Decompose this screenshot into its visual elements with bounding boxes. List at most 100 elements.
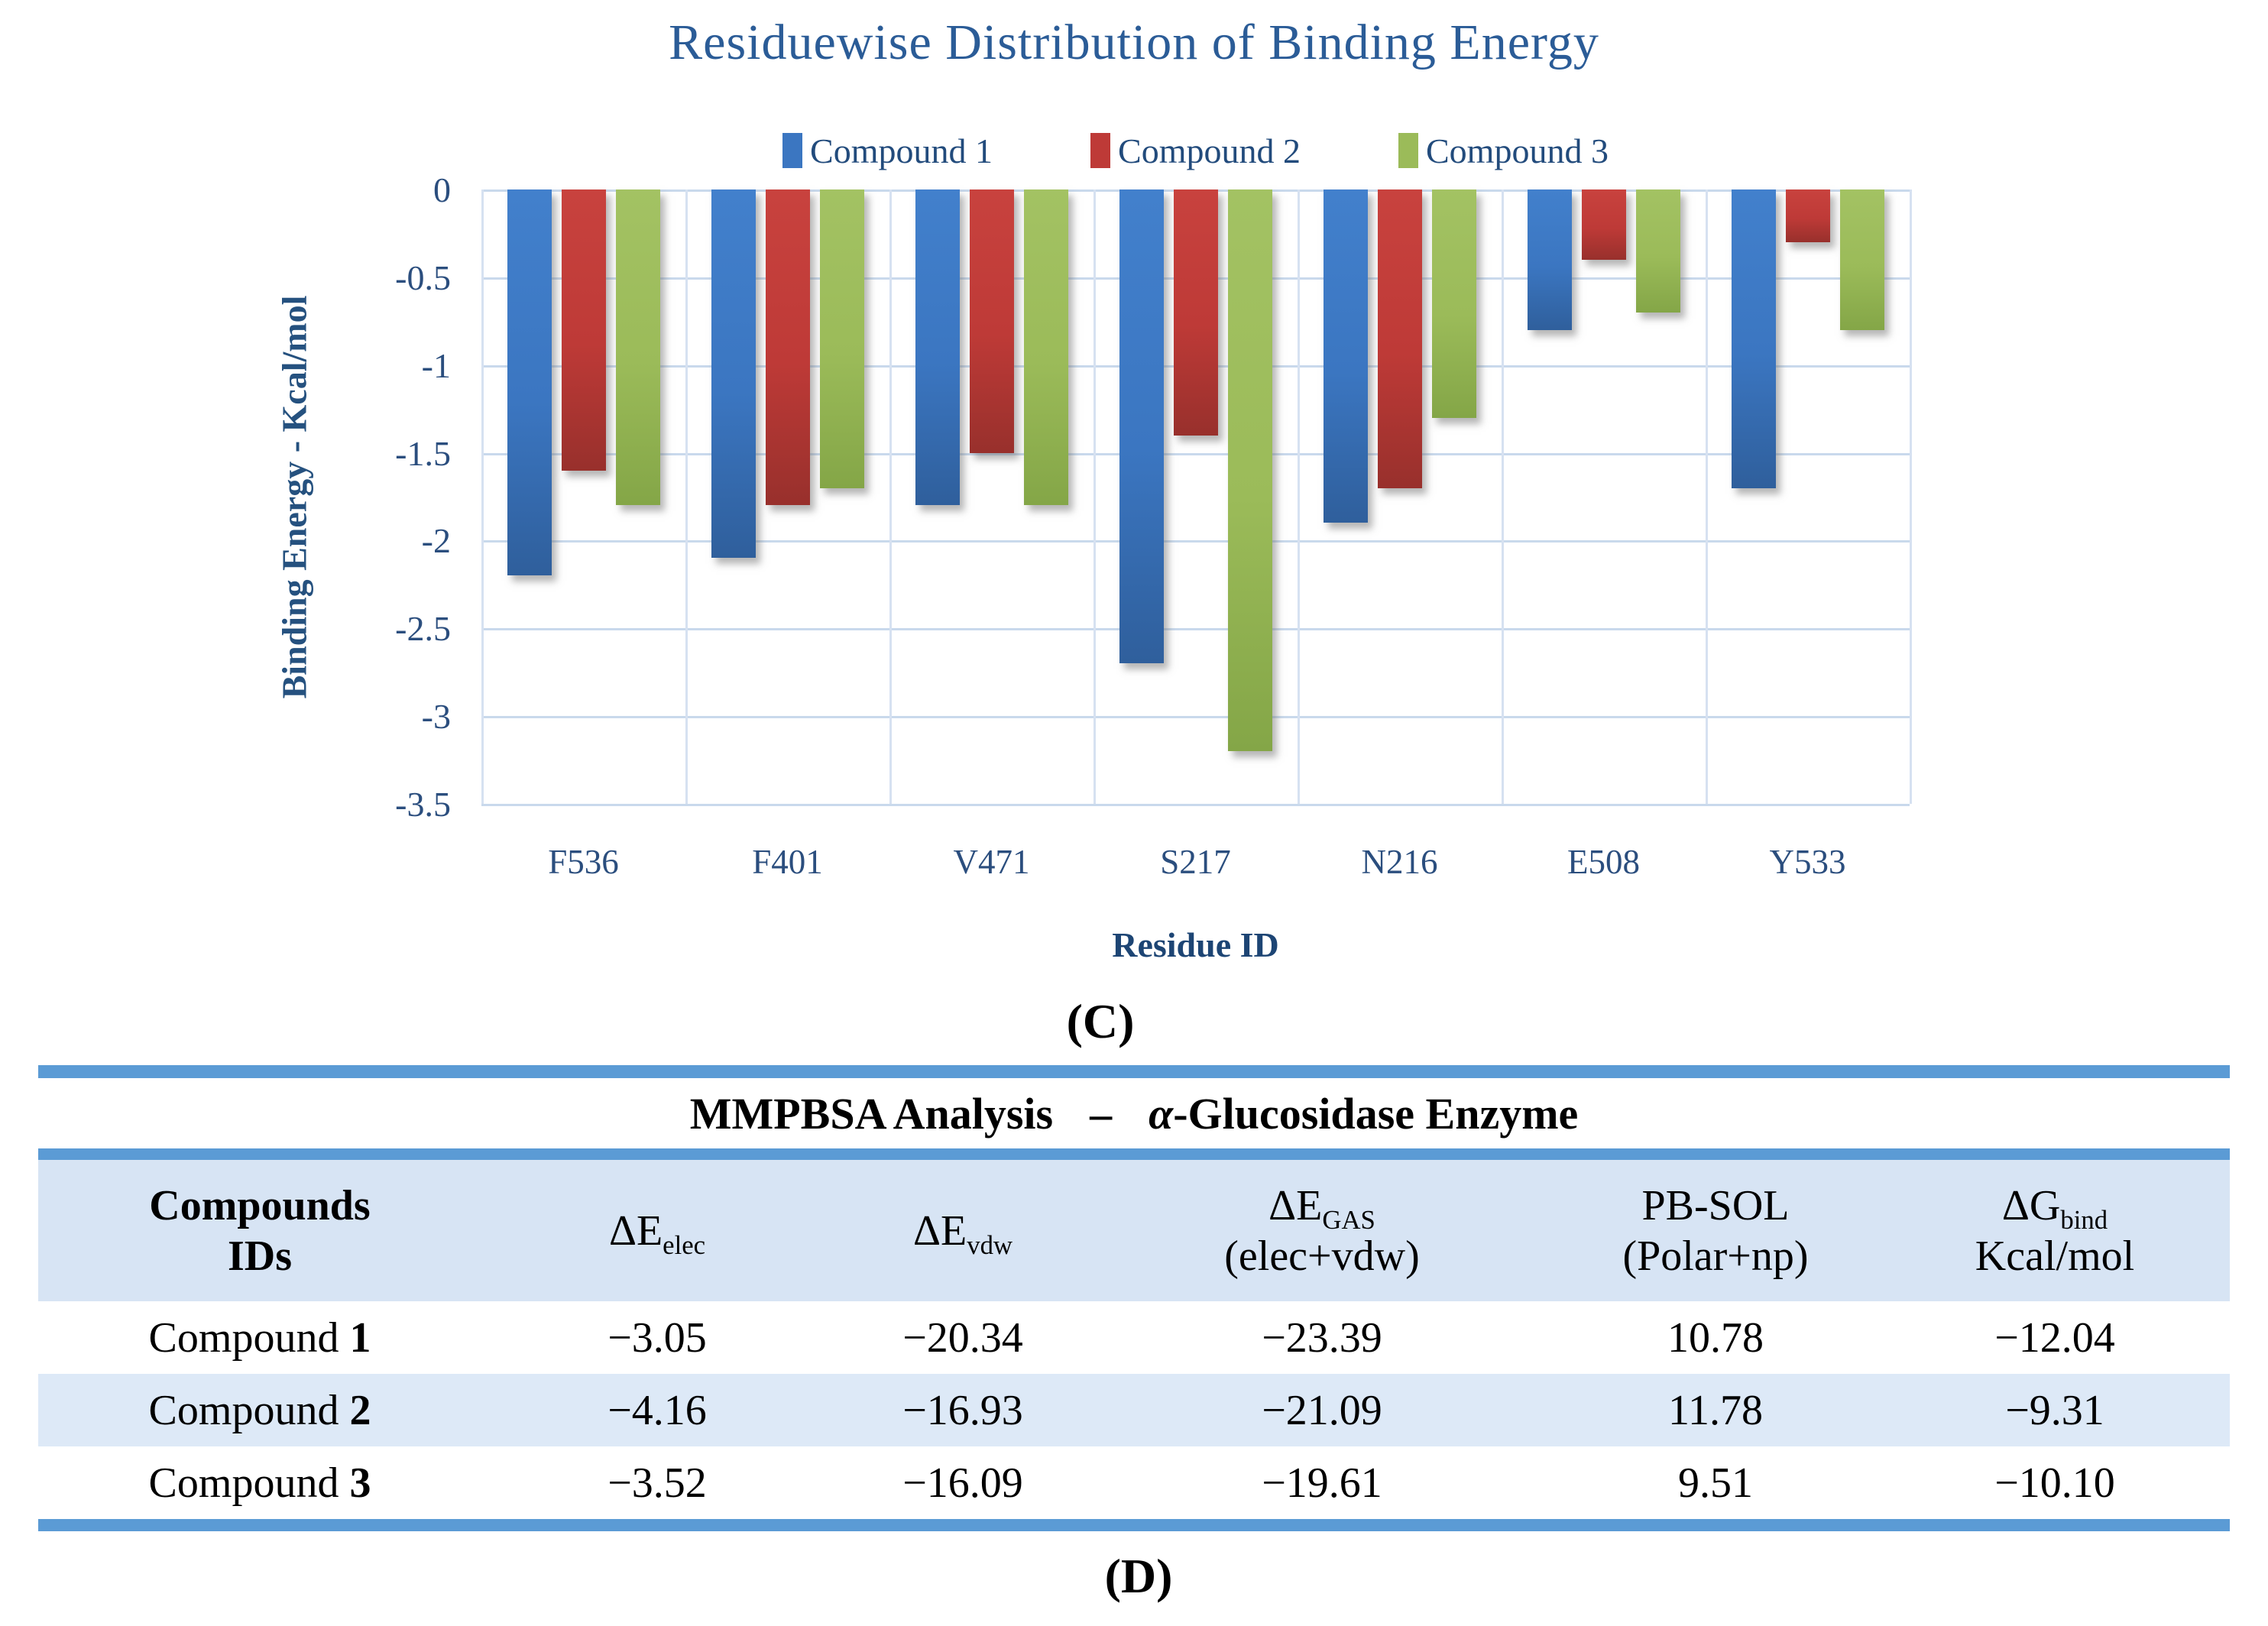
table-row-compound-1: Compound 1 −3.05 −20.34 −23.39 10.78 −12.04 — [38, 1301, 2230, 1374]
table-cell: −16.09 — [902, 1459, 1023, 1507]
v-gridline — [1910, 189, 1912, 804]
y-axis-title: Binding Energy - Kcal/mol — [274, 295, 314, 698]
bar-compound-3-f536 — [615, 189, 660, 505]
bar-group-f401 — [685, 189, 889, 804]
bar-compound-2-s217 — [1173, 189, 1218, 436]
y-tick-label: -1.5 — [395, 434, 451, 473]
x-tick-label-s217: S217 — [1160, 843, 1231, 881]
bar-compound-1-n216 — [1323, 189, 1368, 523]
bar-group-s217 — [1094, 189, 1298, 804]
legend-item-compound-2: Compound 2 — [1090, 131, 1301, 171]
y-tick-label: -2 — [421, 521, 451, 560]
table-row-compound-2: Compound 2 −4.16 −16.93 −21.09 11.78 −9.31 — [38, 1374, 2230, 1446]
table-row-compound-3: Compound 3 −3.52 −16.09 −19.61 9.51 −10.10 — [38, 1446, 2230, 1519]
bar-group-y533 — [1706, 189, 1910, 804]
v-gridline — [1706, 189, 1708, 804]
row-label: Compound 1 — [148, 1313, 371, 1362]
x-tick-label-f536: F536 — [548, 843, 619, 881]
table-cell: 10.78 — [1667, 1313, 1764, 1362]
legend-swatch-icon — [782, 133, 803, 168]
table-cell: −19.61 — [1262, 1459, 1382, 1507]
table-title: MMPBSA Analysis – α-Glucosidase Enzyme — [38, 1077, 2230, 1149]
v-gridline — [889, 189, 892, 804]
table-cell: −9.31 — [2005, 1386, 2104, 1434]
header-cell-pb-sol: PB-SOL (Polar+np) — [1622, 1181, 1809, 1280]
table-cell: 11.78 — [1668, 1386, 1763, 1434]
chart-legend: Compound 1 Compound 2 Compound 3 — [481, 127, 1910, 174]
bar-compound-2-e508 — [1581, 189, 1626, 260]
v-gridline — [1298, 189, 1300, 804]
bar-compound-1-e508 — [1527, 189, 1572, 330]
h-gridline — [481, 716, 1910, 718]
y-tick-label: -2.5 — [395, 609, 451, 648]
bar-group-f536 — [481, 189, 685, 804]
panel-c-label: (C) — [1066, 994, 1135, 1048]
table-cell: −4.16 — [608, 1386, 707, 1434]
header-cell-de-gas: ΔEGAS (elec+vdw) — [1224, 1181, 1420, 1280]
bar-compound-2-f536 — [561, 189, 606, 471]
bar-compound-2-f401 — [765, 189, 810, 505]
h-gridline — [481, 628, 1910, 630]
table-cell: 9.51 — [1678, 1459, 1753, 1507]
y-tick-label: -3.5 — [395, 785, 451, 824]
legend-label: Compound 2 — [1118, 131, 1301, 170]
table-border-middle — [38, 1148, 2230, 1160]
table-title-dash: – — [1090, 1088, 1113, 1139]
legend-swatch-icon — [1090, 133, 1111, 168]
bar-compound-3-f401 — [819, 189, 864, 488]
panel-d-label: (D) — [1104, 1549, 1173, 1603]
bar-group-n216 — [1298, 189, 1502, 804]
row-label: Compound 3 — [148, 1459, 371, 1507]
bar-compound-1-s217 — [1119, 189, 1164, 663]
table-cell: −10.10 — [1994, 1459, 2115, 1507]
legend-item-compound-3: Compound 3 — [1398, 131, 1609, 171]
x-tick-label-e508: E508 — [1567, 843, 1640, 881]
table-title-left: MMPBSA Analysis — [689, 1088, 1054, 1139]
table-cell: −3.05 — [608, 1313, 707, 1362]
x-tick-label-v471: V471 — [953, 843, 1030, 881]
table-border-top — [38, 1065, 2230, 1078]
legend-label: Compound 1 — [810, 131, 993, 170]
y-tick-label: -1 — [421, 346, 451, 385]
table-cell: −21.09 — [1262, 1386, 1382, 1434]
header-cell-dg-bind: ΔGbind Kcal/mol — [1975, 1181, 2135, 1280]
v-gridline — [685, 189, 688, 804]
chart-title: Residuewise Distribution of Binding Ener… — [669, 15, 1599, 70]
bar-compound-1-f536 — [507, 189, 552, 575]
y-tick-label: -3 — [421, 697, 451, 736]
bar-compound-3-e508 — [1635, 189, 1680, 313]
bar-compound-2-n216 — [1377, 189, 1422, 488]
table-cell: −16.93 — [902, 1386, 1023, 1434]
x-axis-title: Residue ID — [1112, 925, 1279, 964]
bar-compound-2-y533 — [1785, 189, 1830, 242]
y-tick-label: -0.5 — [395, 258, 451, 297]
header-cell-de-elec: ΔEelec — [608, 1207, 706, 1260]
x-tick-label-n216: N216 — [1361, 843, 1438, 881]
table-border-bottom — [38, 1519, 2230, 1531]
table-cell: −12.04 — [1994, 1313, 2115, 1362]
header-cell-de-vdw: ΔEvdw — [912, 1207, 1013, 1260]
bar-compound-1-v471 — [915, 189, 960, 505]
v-gridline — [481, 189, 484, 804]
table-cell: −20.34 — [902, 1313, 1023, 1362]
bar-group-v471 — [889, 189, 1094, 804]
header-cell-compounds-ids: Compounds IDs — [149, 1181, 371, 1280]
plot-area: 0 -0.5 -1 -1.5 -2 -2.5 -3 -3.5 — [395, 173, 1912, 822]
h-gridline — [481, 540, 1910, 543]
table-title-enzyme: α-Glucosidase Enzyme — [1149, 1088, 1579, 1139]
bar-compound-3-v471 — [1023, 189, 1068, 505]
legend-swatch-icon — [1398, 133, 1418, 168]
h-gridline — [481, 453, 1910, 455]
bar-compound-2-v471 — [969, 189, 1014, 453]
bar-group-e508 — [1502, 189, 1706, 804]
legend-item-compound-1: Compound 1 — [782, 131, 993, 171]
bar-compound-3-y533 — [1839, 189, 1884, 330]
bar-compound-3-n216 — [1431, 189, 1476, 418]
x-tick-label-f401: F401 — [752, 843, 823, 881]
bar-compound-1-f401 — [711, 189, 756, 558]
row-label: Compound 2 — [148, 1386, 371, 1434]
legend-label: Compound 3 — [1425, 131, 1609, 170]
y-tick-label: 0 — [433, 170, 451, 209]
bar-compound-1-y533 — [1731, 189, 1776, 488]
